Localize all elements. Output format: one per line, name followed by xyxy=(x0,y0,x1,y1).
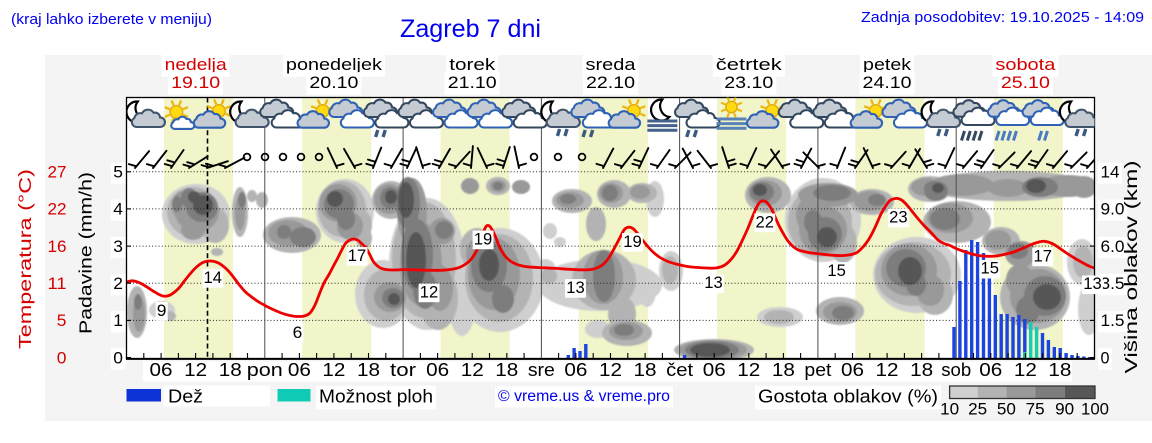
svg-text:06: 06 xyxy=(979,360,1002,380)
svg-text:14: 14 xyxy=(1101,164,1120,182)
svg-text:9.0: 9.0 xyxy=(1101,201,1125,219)
svg-text:06: 06 xyxy=(564,360,587,380)
svg-text:tor: tor xyxy=(390,360,416,380)
svg-text:6: 6 xyxy=(293,324,303,342)
svg-text:06: 06 xyxy=(703,360,726,380)
svg-text:9: 9 xyxy=(157,302,167,320)
svg-text:06: 06 xyxy=(288,360,311,380)
svg-text:sre: sre xyxy=(528,360,555,380)
svg-text:18: 18 xyxy=(772,360,795,380)
svg-text:© vreme.us & vreme.pro: © vreme.us & vreme.pro xyxy=(498,388,670,405)
svg-text:18: 18 xyxy=(634,360,657,380)
svg-text:13: 13 xyxy=(1083,275,1102,293)
svg-text:12: 12 xyxy=(599,360,622,380)
svg-text:90: 90 xyxy=(1055,401,1074,419)
svg-text:06: 06 xyxy=(841,360,864,380)
svg-text:21.10: 21.10 xyxy=(448,73,497,92)
svg-text:12: 12 xyxy=(420,283,439,301)
svg-text:20.10: 20.10 xyxy=(309,73,358,92)
svg-text:13: 13 xyxy=(566,279,585,297)
svg-text:22: 22 xyxy=(756,213,775,231)
svg-text:Višina oblakov (km): Višina oblakov (km) xyxy=(1121,161,1141,374)
svg-text:15: 15 xyxy=(827,262,846,280)
svg-text:pet: pet xyxy=(804,360,831,380)
svg-text:24.10: 24.10 xyxy=(863,73,912,92)
svg-text:22: 22 xyxy=(48,201,67,219)
svg-text:Možnost ploh: Možnost ploh xyxy=(319,387,433,407)
svg-text:50: 50 xyxy=(997,401,1016,419)
svg-text:12: 12 xyxy=(876,360,899,380)
svg-text:torek: torek xyxy=(449,55,496,74)
svg-text:13: 13 xyxy=(704,274,723,292)
svg-text:petek: petek xyxy=(863,55,912,74)
svg-text:sob: sob xyxy=(941,360,971,380)
svg-text:18: 18 xyxy=(219,360,242,380)
svg-text:15: 15 xyxy=(981,260,1000,278)
svg-text:3: 3 xyxy=(113,238,123,256)
svg-text:0: 0 xyxy=(113,349,123,367)
svg-text:25: 25 xyxy=(968,401,987,419)
svg-text:nedelja: nedelja xyxy=(165,55,228,74)
svg-text:0: 0 xyxy=(57,349,67,367)
svg-text:75: 75 xyxy=(1026,401,1045,419)
svg-text:5: 5 xyxy=(57,312,67,330)
svg-text:Dež: Dež xyxy=(168,387,203,407)
svg-text:18: 18 xyxy=(357,360,380,380)
svg-text:23.10: 23.10 xyxy=(724,73,773,92)
svg-text:ponedeljek: ponedeljek xyxy=(286,55,383,74)
svg-text:(kraj lahko izberete v meniju): (kraj lahko izberete v meniju) xyxy=(11,11,212,28)
svg-text:19: 19 xyxy=(623,233,642,251)
svg-text:27: 27 xyxy=(48,164,67,182)
svg-text:12: 12 xyxy=(737,360,760,380)
svg-text:pon: pon xyxy=(247,360,283,380)
svg-text:četrtek: četrtek xyxy=(716,55,783,74)
svg-text:1.5: 1.5 xyxy=(1101,312,1125,330)
svg-text:čet: čet xyxy=(666,360,693,380)
svg-text:11: 11 xyxy=(48,275,67,293)
svg-text:23: 23 xyxy=(889,209,908,227)
svg-text:18: 18 xyxy=(910,360,933,380)
svg-text:19: 19 xyxy=(474,230,493,248)
svg-text:2: 2 xyxy=(113,275,123,293)
svg-text:14: 14 xyxy=(204,269,223,287)
svg-text:12: 12 xyxy=(1014,360,1037,380)
svg-text:4: 4 xyxy=(113,201,123,219)
svg-text:Temperatura (°C): Temperatura (°C) xyxy=(15,169,35,349)
svg-text:sreda: sreda xyxy=(586,55,637,74)
svg-text:06: 06 xyxy=(150,360,173,380)
svg-text:12: 12 xyxy=(461,360,484,380)
svg-text:100: 100 xyxy=(1081,401,1109,419)
svg-text:18: 18 xyxy=(495,360,518,380)
svg-text:12: 12 xyxy=(322,360,345,380)
svg-text:12: 12 xyxy=(184,360,207,380)
svg-text:0: 0 xyxy=(1101,349,1110,367)
svg-text:1: 1 xyxy=(113,312,123,330)
svg-text:18: 18 xyxy=(1048,360,1071,380)
svg-text:6.0: 6.0 xyxy=(1101,238,1125,256)
svg-text:17: 17 xyxy=(348,247,367,265)
svg-text:10: 10 xyxy=(940,401,959,419)
svg-text:17: 17 xyxy=(1034,247,1053,265)
svg-text:Zadnja posodobitev: 19.10.2025: Zadnja posodobitev: 19.10.2025 - 14:09 xyxy=(861,9,1144,26)
svg-text:sobota: sobota xyxy=(995,55,1056,74)
svg-text:Gostota oblakov (%): Gostota oblakov (%) xyxy=(758,387,938,407)
svg-text:Zagreb 7 dni: Zagreb 7 dni xyxy=(400,15,541,43)
svg-text:19.10: 19.10 xyxy=(171,73,220,92)
svg-text:5: 5 xyxy=(113,164,123,182)
svg-text:Padavine (mm/h): Padavine (mm/h) xyxy=(76,172,96,334)
svg-text:16: 16 xyxy=(48,238,67,256)
svg-text:25.10: 25.10 xyxy=(1001,73,1050,92)
svg-text:22.10: 22.10 xyxy=(586,73,635,92)
svg-text:06: 06 xyxy=(426,360,449,380)
svg-text:3.5: 3.5 xyxy=(1101,275,1125,293)
